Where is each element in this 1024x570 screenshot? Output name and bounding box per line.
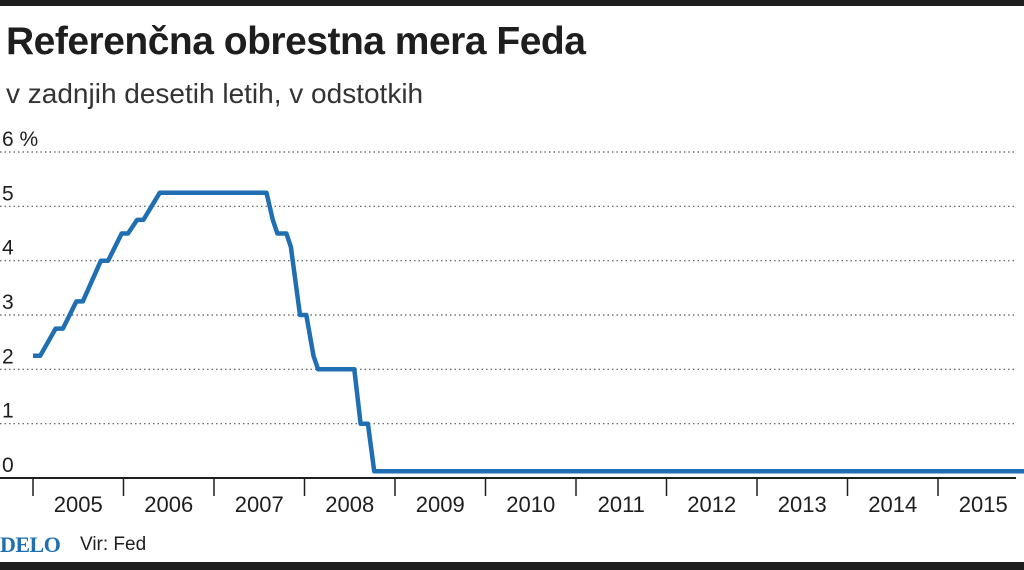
y-tick-label: 2 bbox=[2, 345, 14, 368]
x-tick-label: 2009 bbox=[416, 492, 465, 517]
x-tick-label: 2008 bbox=[325, 492, 374, 517]
y-tick-label: 1 bbox=[2, 400, 14, 423]
x-tick-label: 2007 bbox=[235, 492, 284, 517]
delo-logo: DELO bbox=[0, 532, 61, 557]
x-tick-label: 2011 bbox=[598, 492, 645, 517]
chart-subtitle: v zadnjih desetih letih, v odstotkih bbox=[6, 78, 424, 109]
y-tick-label: 3 bbox=[2, 291, 14, 314]
x-tick-label: 2014 bbox=[868, 492, 917, 517]
top-rule bbox=[0, 0, 1024, 6]
footer: DELO Vir: Fed bbox=[0, 530, 1024, 560]
x-tick-label: 2006 bbox=[144, 492, 193, 517]
x-tick-label: 2010 bbox=[506, 492, 555, 517]
chart-title: Referenčna obrestna mera Feda bbox=[6, 20, 586, 63]
y-tick-label: 4 bbox=[2, 237, 14, 260]
x-tick-label: 2005 bbox=[54, 492, 103, 517]
line-chart: 6 % 5 4 3 2 1 0 2005 2006 2007 2008 2009 2010 2011 201… bbox=[0, 128, 1024, 517]
source-note: Vir: Fed bbox=[80, 534, 147, 555]
y-tick-label: 6 % bbox=[2, 128, 38, 151]
x-tick-label: 2012 bbox=[687, 492, 736, 517]
bottom-rule bbox=[0, 562, 1024, 570]
y-tick-label: 0 bbox=[2, 454, 14, 477]
x-tick-label: 2015 bbox=[959, 492, 1008, 517]
x-tick-label: 2013 bbox=[778, 492, 827, 517]
y-tick-label: 5 bbox=[2, 182, 14, 205]
rate-series-line bbox=[33, 190, 1024, 474]
